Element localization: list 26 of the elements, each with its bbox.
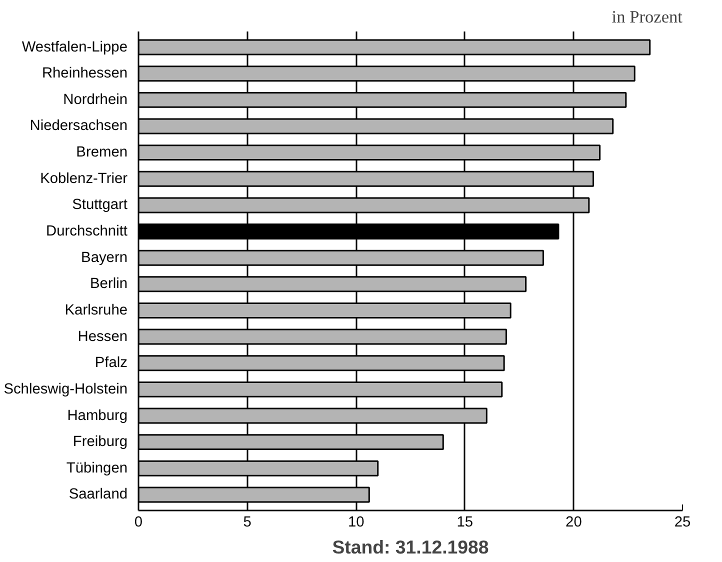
y-tick-label: Bayern <box>81 250 128 266</box>
y-tick-label: Karlsruhe <box>64 302 128 318</box>
x-tick-label: 10 <box>348 514 364 530</box>
y-tick-label: Koblenz-Trier <box>40 170 128 187</box>
y-tick-label: Niedersachsen <box>30 118 128 134</box>
y-tick-label: Hessen <box>78 328 128 345</box>
text: in Prozent <box>612 8 683 26</box>
x-tick-label: 20 <box>566 514 582 530</box>
x-tick-label: 0 <box>134 514 143 530</box>
x-tick-label: 15 <box>456 514 474 530</box>
y-tick-label: Freiburg <box>72 434 128 450</box>
y-tick-label: Durchschnitt <box>46 224 128 240</box>
text: Stand: 31.12.1988 <box>332 536 489 558</box>
y-tick-label: Saarland <box>68 486 128 503</box>
y-tick-label: Stuttgart <box>72 197 128 214</box>
y-tick-label: Tübingen <box>66 460 128 476</box>
y-tick-label: Rheinhessen <box>42 66 128 82</box>
y-tick-label: Berlin <box>90 276 128 292</box>
y-tick-label: Hamburg <box>67 408 128 424</box>
x-tick-label: 25 <box>674 514 691 530</box>
y-tick-label: Bremen <box>76 144 128 161</box>
y-tick-label: Westfalen-Lippe <box>22 39 128 56</box>
x-tick-label: 5 <box>243 514 252 530</box>
y-tick-label: Pfalz <box>94 355 128 372</box>
y-tick-label: Nordrhein <box>63 92 128 108</box>
y-tick-label: Schleswig-Holstein <box>4 381 128 398</box>
